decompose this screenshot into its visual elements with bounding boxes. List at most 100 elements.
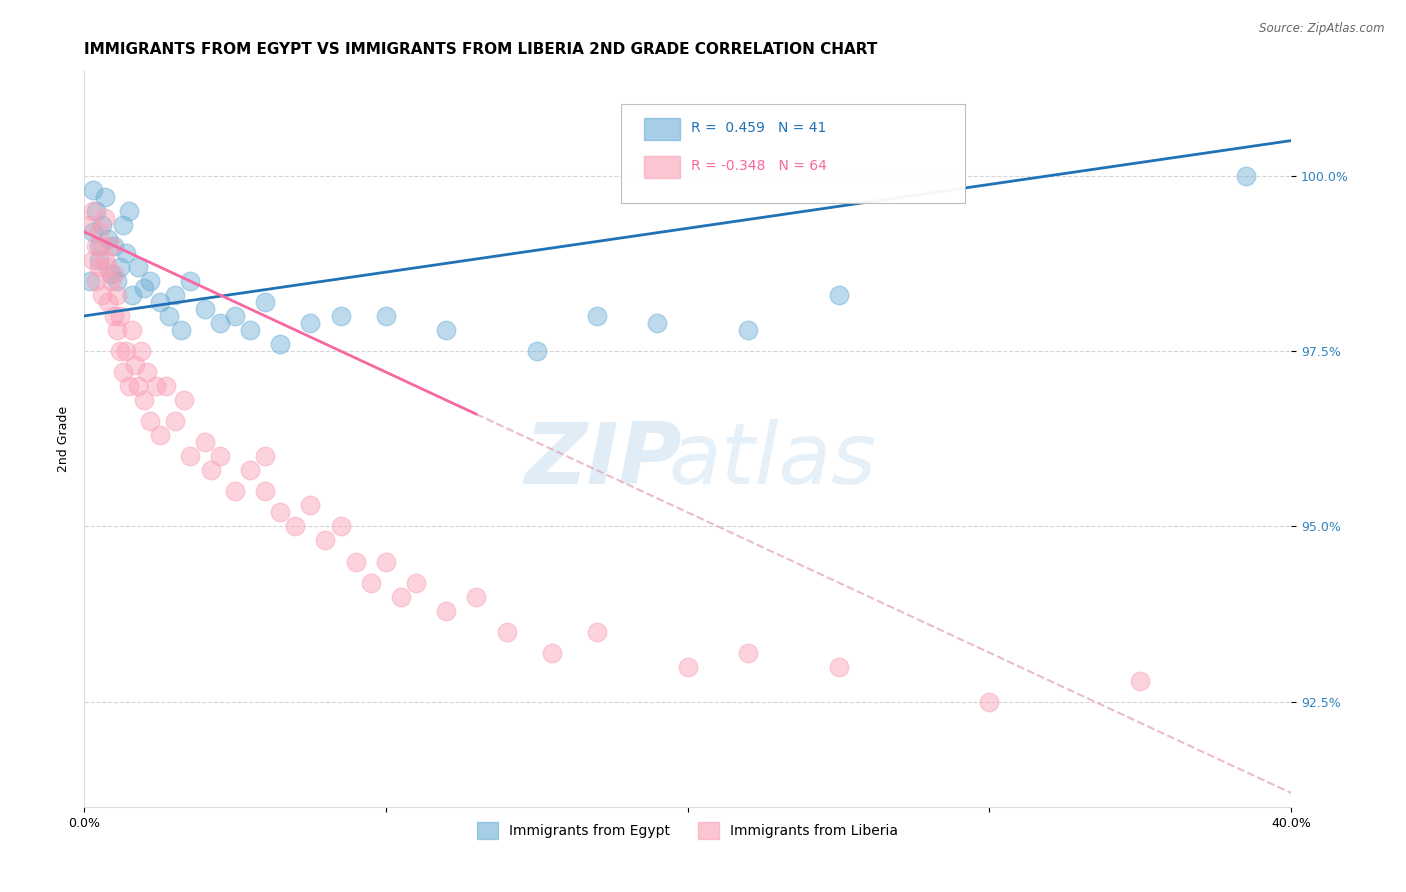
- Point: [121, 323, 143, 337]
- Point: [115, 344, 138, 359]
- Point: [134, 281, 156, 295]
- Point: [134, 393, 156, 408]
- Point: [84, 239, 107, 253]
- Point: [110, 260, 132, 274]
- Point: [127, 260, 149, 274]
- Point: [105, 274, 128, 288]
- Point: [148, 428, 170, 442]
- Point: [979, 695, 1001, 709]
- Point: [526, 344, 548, 359]
- Point: [97, 232, 120, 246]
- Point: [239, 323, 262, 337]
- Point: [105, 288, 128, 302]
- Point: [121, 288, 143, 302]
- Point: [284, 519, 307, 533]
- Point: [145, 379, 167, 393]
- Point: [329, 309, 352, 323]
- Point: [434, 323, 457, 337]
- Point: [79, 218, 101, 232]
- Point: [103, 239, 125, 253]
- Point: [91, 239, 114, 253]
- Point: [1234, 169, 1257, 183]
- Point: [118, 203, 141, 218]
- Point: [89, 260, 111, 274]
- Point: [155, 379, 177, 393]
- Point: [827, 659, 849, 673]
- Point: [737, 323, 759, 337]
- Point: [84, 274, 107, 288]
- Point: [179, 274, 201, 288]
- Point: [269, 337, 291, 351]
- Point: [148, 294, 170, 309]
- Point: [194, 301, 217, 316]
- Text: IMMIGRANTS FROM EGYPT VS IMMIGRANTS FROM LIBERIA 2ND GRADE CORRELATION CHART: IMMIGRANTS FROM EGYPT VS IMMIGRANTS FROM…: [84, 42, 877, 57]
- Point: [1129, 673, 1152, 688]
- Point: [434, 604, 457, 618]
- Point: [173, 393, 195, 408]
- Point: [97, 260, 120, 274]
- Point: [254, 294, 277, 309]
- Point: [97, 294, 120, 309]
- Point: [465, 590, 488, 604]
- Point: [84, 203, 107, 218]
- Text: Source: ZipAtlas.com: Source: ZipAtlas.com: [1260, 22, 1385, 36]
- Point: [224, 484, 246, 499]
- Point: [374, 309, 396, 323]
- Text: ZIP: ZIP: [524, 419, 682, 502]
- Point: [586, 624, 609, 639]
- Point: [115, 245, 138, 260]
- Point: [103, 267, 125, 281]
- Point: [100, 239, 122, 253]
- Point: [89, 252, 111, 267]
- Point: [405, 575, 427, 590]
- Point: [82, 203, 104, 218]
- Point: [100, 274, 122, 288]
- Point: [169, 323, 191, 337]
- Point: [374, 554, 396, 568]
- Point: [89, 239, 111, 253]
- Point: [112, 365, 135, 379]
- FancyBboxPatch shape: [644, 156, 681, 178]
- Text: atlas: atlas: [668, 419, 876, 502]
- Point: [827, 288, 849, 302]
- Point: [269, 505, 291, 519]
- Point: [163, 288, 186, 302]
- Point: [163, 414, 186, 428]
- Point: [389, 590, 412, 604]
- Point: [254, 484, 277, 499]
- Point: [94, 252, 117, 267]
- Point: [495, 624, 517, 639]
- Point: [82, 225, 104, 239]
- Legend: Immigrants from Egypt, Immigrants from Liberia: Immigrants from Egypt, Immigrants from L…: [472, 816, 904, 845]
- Point: [110, 309, 132, 323]
- Point: [91, 288, 114, 302]
- Point: [329, 519, 352, 533]
- Point: [139, 414, 162, 428]
- Point: [179, 450, 201, 464]
- Point: [89, 225, 111, 239]
- Point: [139, 274, 162, 288]
- Point: [200, 463, 222, 477]
- Point: [94, 211, 117, 225]
- Point: [239, 463, 262, 477]
- Y-axis label: 2nd Grade: 2nd Grade: [58, 406, 70, 472]
- Point: [157, 309, 180, 323]
- Point: [208, 450, 231, 464]
- Point: [315, 533, 337, 548]
- Text: R =  0.459   N = 41: R = 0.459 N = 41: [692, 121, 827, 135]
- Point: [110, 344, 132, 359]
- Point: [91, 218, 114, 232]
- Point: [208, 316, 231, 330]
- Point: [194, 435, 217, 450]
- Point: [127, 379, 149, 393]
- Point: [118, 379, 141, 393]
- FancyBboxPatch shape: [621, 103, 966, 203]
- Point: [540, 646, 562, 660]
- Point: [103, 309, 125, 323]
- Point: [360, 575, 382, 590]
- Point: [737, 646, 759, 660]
- Point: [299, 316, 322, 330]
- FancyBboxPatch shape: [644, 118, 681, 140]
- Point: [344, 554, 367, 568]
- Point: [94, 190, 117, 204]
